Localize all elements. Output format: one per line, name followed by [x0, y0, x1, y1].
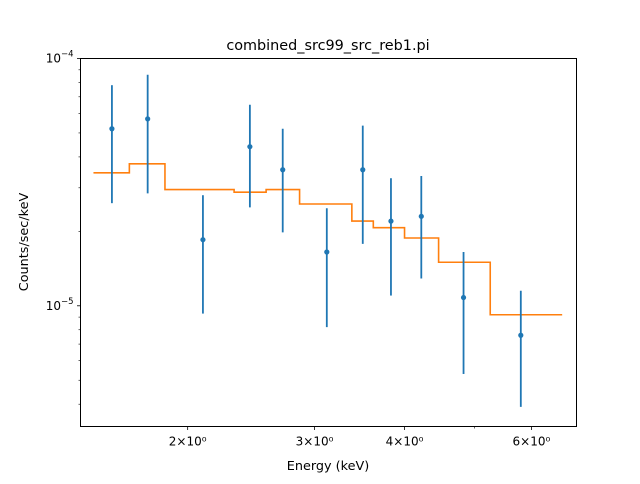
- plot-area: [81, 59, 577, 427]
- data-point: [280, 167, 285, 172]
- x-tick-label: 3×10⁰: [296, 435, 334, 449]
- data-point: [109, 126, 114, 131]
- x-tick-label: 4×10⁰: [386, 435, 424, 449]
- data-point: [360, 167, 365, 172]
- chart: combined_src99_src_reb1.pi Energy (keV) …: [0, 0, 640, 480]
- data-point: [461, 295, 466, 300]
- data-point: [419, 214, 424, 219]
- data-point: [388, 219, 393, 224]
- data-point: [324, 249, 329, 254]
- data-point: [247, 144, 252, 149]
- chart-title: combined_src99_src_reb1.pi: [226, 38, 429, 54]
- data-point: [518, 333, 523, 338]
- data-point: [145, 116, 150, 121]
- x-axis-label: Energy (keV): [287, 459, 369, 474]
- x-tick-label: 2×10⁰: [169, 435, 207, 449]
- x-tick-label: 6×10⁰: [513, 435, 551, 449]
- y-axis-label: Counts/sec/keV: [17, 193, 32, 292]
- data-point: [200, 237, 205, 242]
